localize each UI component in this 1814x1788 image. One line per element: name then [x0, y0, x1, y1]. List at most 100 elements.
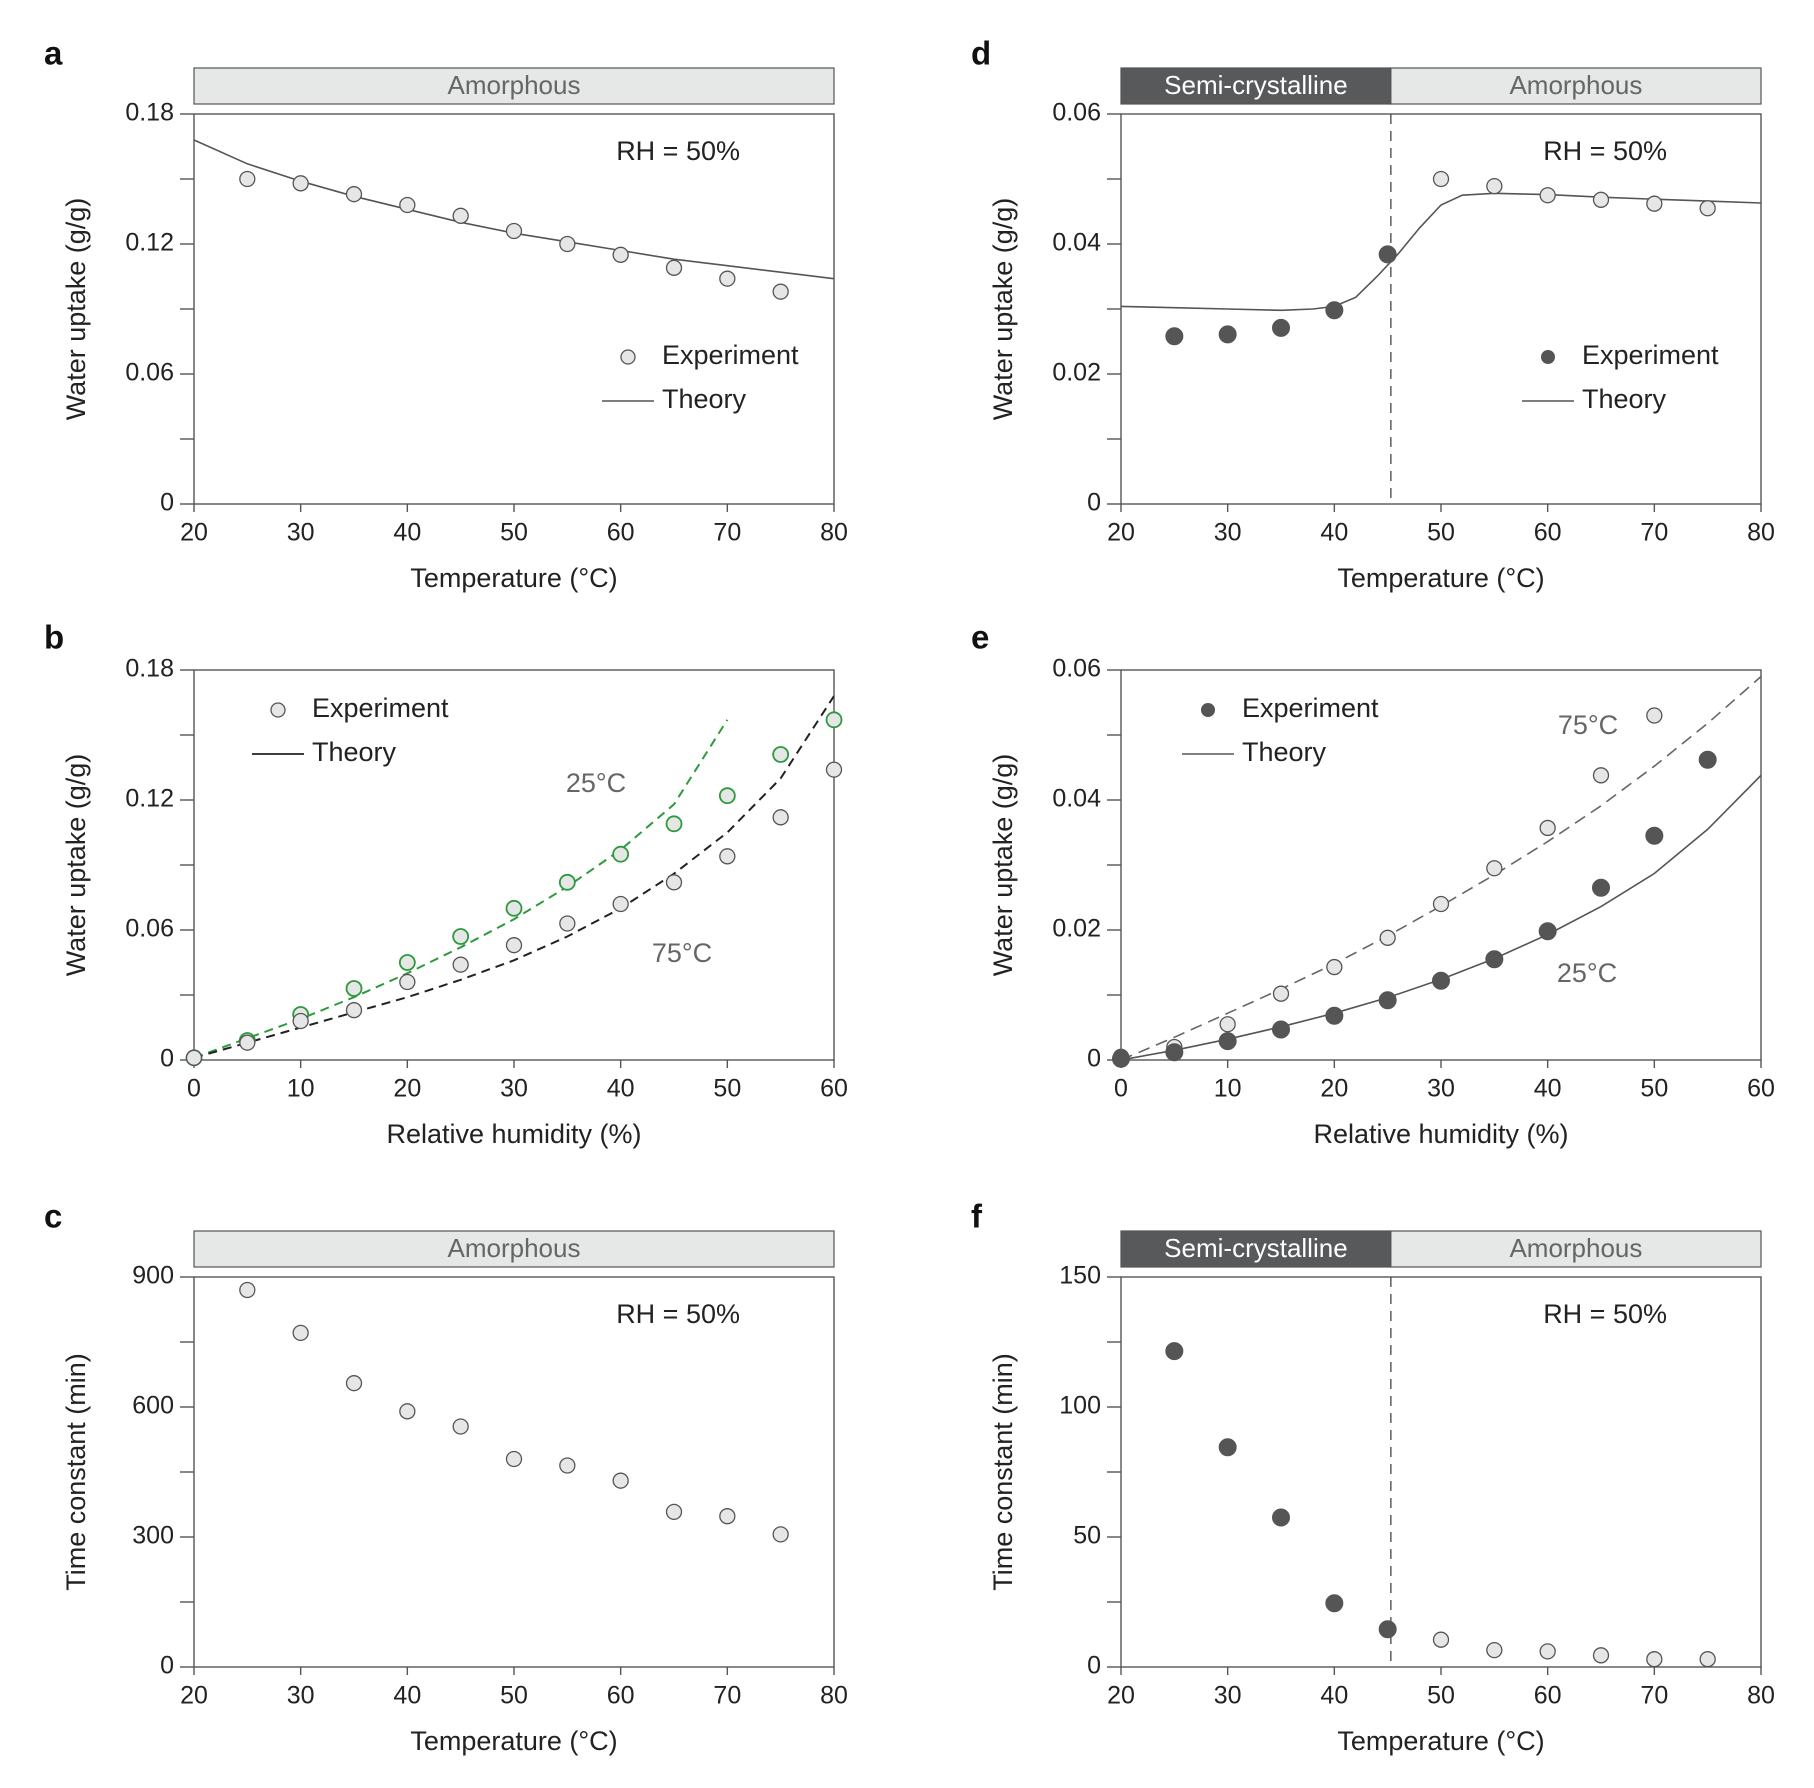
y-tick-label: 150 [1059, 1262, 1101, 1290]
x-tick-label: 10 [287, 1075, 315, 1103]
y-tick-label: 0.18 [125, 99, 174, 127]
data-point [505, 899, 523, 917]
annotation-text: RH = 50% [1543, 136, 1667, 166]
x-tick-label: 80 [1747, 1682, 1775, 1710]
data-point [345, 186, 363, 203]
data-point [505, 1450, 523, 1468]
panel-a: a Amorphous 20 30 40 50 60 70 80 0 0.06 0.12 0.18 Tem… [44, 35, 848, 593]
y-tick-label: 0.02 [1052, 915, 1101, 943]
data-point [345, 1375, 363, 1392]
data-point [1325, 1594, 1344, 1613]
data-point [1325, 301, 1344, 320]
data-point [452, 1418, 469, 1435]
y-tick-label: 0 [1087, 489, 1101, 517]
data-point [239, 1281, 256, 1299]
x-axis-label: Relative humidity (%) [386, 1119, 641, 1149]
x-axis-label: Temperature (°C) [1337, 1726, 1544, 1756]
data-point [292, 1012, 309, 1030]
data-point [1432, 895, 1450, 913]
data-point [399, 1403, 416, 1420]
data-point [1646, 1651, 1663, 1668]
panel-letter: d [971, 35, 991, 72]
annotation-text: 25°C [566, 768, 626, 798]
data-point [1539, 819, 1556, 837]
y-tick-label: 0.06 [125, 359, 174, 387]
y-tick-label: 600 [132, 1392, 174, 1420]
x-tick-label: 30 [287, 519, 315, 547]
data-point [1592, 191, 1610, 208]
data-point [1272, 985, 1290, 1002]
x-tick-label: 50 [500, 1682, 528, 1710]
data-point [1272, 1508, 1290, 1527]
y-tick-label: 900 [132, 1262, 174, 1290]
x-axis-label: Relative humidity (%) [1313, 1119, 1568, 1149]
data-point [719, 848, 736, 865]
data-point [825, 711, 843, 729]
annotation-text: 25°C [1557, 958, 1617, 988]
x-tick-label: 40 [393, 519, 421, 547]
data-point [505, 937, 523, 954]
data-point [1646, 195, 1663, 212]
data-point [1646, 707, 1663, 724]
data-point [292, 175, 309, 192]
y-tick-label: 0.04 [1052, 785, 1101, 813]
data-point [1219, 1016, 1236, 1033]
data-point [665, 815, 683, 833]
legend-label: Experiment [662, 340, 799, 370]
data-point [1218, 325, 1237, 344]
x-tick-label: 40 [1534, 1075, 1562, 1103]
panel-e: e 0 10 20 30 40 50 60 0 0.02 0.04 0.06 Relative humi… [971, 619, 1775, 1149]
y-axis-label: Water uptake (g/g) [61, 754, 91, 977]
data-point [1485, 950, 1504, 969]
data-point [719, 1508, 736, 1525]
y-tick-label: 0.02 [1052, 359, 1101, 387]
x-tick-label: 30 [500, 1075, 528, 1103]
x-tick-label: 50 [500, 519, 528, 547]
series-line-e-2 [1121, 675, 1761, 1060]
data-point [452, 956, 469, 973]
data-point [772, 283, 789, 300]
x-tick-label: 50 [1427, 519, 1455, 547]
phase-band-amorphous [1390, 1230, 1762, 1268]
data-point [612, 895, 629, 913]
y-tick-label: 100 [1059, 1392, 1101, 1420]
data-point [1539, 187, 1556, 204]
y-tick-label: 0.06 [125, 915, 174, 943]
data-point [1592, 767, 1610, 784]
x-tick-label: 30 [1214, 519, 1242, 547]
x-tick-label: 40 [1320, 519, 1348, 547]
x-tick-label: 40 [1320, 1682, 1348, 1710]
x-tick-label: 20 [393, 1075, 421, 1103]
data-point [1432, 170, 1450, 188]
legend-label: Experiment [1582, 340, 1719, 370]
plot-frame [193, 669, 835, 1061]
data-point [1432, 1631, 1450, 1648]
y-axis-label: Time constant (min) [988, 1353, 1018, 1591]
data-point [505, 222, 523, 240]
data-point [452, 928, 470, 945]
data-point [1592, 1647, 1610, 1664]
legend-label: Experiment [312, 693, 449, 723]
panel-f: f Semi-crystalline Amorphous 20 30 40 50 60 70 80… [971, 1198, 1775, 1756]
phase-band-label: Amorphous [448, 1233, 581, 1263]
y-axis-label: Water uptake (g/g) [61, 198, 91, 421]
x-tick-label: 30 [1214, 1682, 1242, 1710]
x-tick-label: 70 [1640, 519, 1668, 547]
x-tick-label: 40 [607, 1075, 635, 1103]
x-tick-label: 50 [713, 1075, 741, 1103]
x-axis-label: Temperature (°C) [1337, 563, 1544, 593]
data-point [399, 196, 416, 214]
x-tick-label: 70 [1640, 1682, 1668, 1710]
data-point [1698, 750, 1717, 769]
y-tick-label: 0.06 [1052, 99, 1101, 127]
panel-b: b 0 10 20 30 40 50 60 0 0.06 0.12 0.18 Relative humi… [44, 619, 848, 1149]
data-point [1699, 1651, 1716, 1668]
x-tick-label: 20 [1107, 1682, 1135, 1710]
data-point [1326, 958, 1343, 976]
data-point [825, 761, 843, 778]
x-tick-label: 50 [1640, 1075, 1668, 1103]
data-point [558, 873, 576, 891]
data-point [1272, 1020, 1290, 1039]
y-tick-label: 0.04 [1052, 229, 1101, 257]
series-line-b-3 [194, 695, 834, 1059]
